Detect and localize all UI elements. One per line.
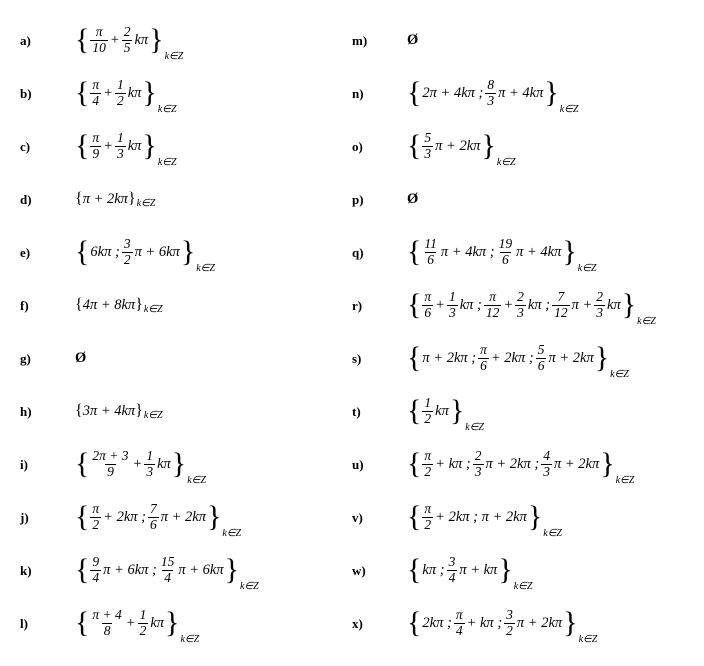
answer-row: a){π10+25kπ}k∈Z (20, 15, 352, 66)
empty-set: Ø (407, 191, 418, 208)
item-expression: {2kπ ;π4+ kπ ;32π + 2kπ}k∈Z (407, 608, 684, 639)
answer-row: v){π2+ 2kπ ; π + 2kπ}k∈Z (352, 492, 684, 543)
answer-grid: a){π10+25kπ}k∈Zb){π4+12kπ}k∈Zc){π9+13kπ}… (20, 15, 684, 651)
item-label: x) (352, 616, 407, 632)
item-expression: {π + 2kπ}k∈Z (75, 190, 352, 210)
right-column: m)Øn){2π + 4kπ ;83π + 4kπ}k∈Zo){53π + 2k… (352, 15, 684, 651)
item-label: r) (352, 298, 407, 314)
item-label: f) (20, 298, 75, 314)
item-label: b) (20, 86, 75, 102)
item-expression: {π2+ kπ ;23π + 2kπ ;43π + 2kπ}k∈Z (407, 449, 684, 480)
item-label: e) (20, 245, 75, 261)
empty-set: Ø (75, 350, 86, 367)
answer-row: l){π + 48+12kπ}k∈Z (20, 598, 352, 649)
item-expression: {116π + 4kπ ;196π + 4kπ}k∈Z (407, 237, 684, 268)
answer-row: f){4π + 8kπ}k∈Z (20, 280, 352, 331)
item-label: l) (20, 616, 75, 632)
item-expression: {π9+13kπ}k∈Z (75, 131, 352, 162)
item-expression: Ø (75, 350, 352, 367)
answer-row: t){12kπ}k∈Z (352, 386, 684, 437)
item-label: k) (20, 563, 75, 579)
item-label: h) (20, 404, 75, 420)
item-expression: {π6+13kπ ;π12+23kπ ;712π +23kπ}k∈Z (407, 290, 684, 321)
item-label: j) (20, 510, 75, 526)
answer-row: h){3π + 4kπ}k∈Z (20, 386, 352, 437)
answer-row: p)Ø (352, 174, 684, 225)
answer-row: s){π + 2kπ ;π6+ 2kπ ;56π + 2kπ}k∈Z (352, 333, 684, 384)
item-expression: {94π + 6kπ ;154π + 6kπ}k∈Z (75, 555, 352, 586)
item-label: i) (20, 457, 75, 473)
item-expression: {kπ ;34π + kπ}k∈Z (407, 555, 684, 586)
item-expression: {2π + 39+13kπ}k∈Z (75, 449, 352, 480)
answer-row: c){π9+13kπ}k∈Z (20, 121, 352, 172)
answer-row: k){94π + 6kπ ;154π + 6kπ}k∈Z (20, 545, 352, 596)
item-expression: {π4+12kπ}k∈Z (75, 78, 352, 109)
item-expression: {π + 48+12kπ}k∈Z (75, 608, 352, 639)
item-label: w) (352, 563, 407, 579)
item-expression: {π2+ 2kπ ;76π + 2kπ}k∈Z (75, 502, 352, 533)
item-label: n) (352, 86, 407, 102)
answer-row: d){π + 2kπ}k∈Z (20, 174, 352, 225)
item-label: m) (352, 33, 407, 49)
item-label: t) (352, 404, 407, 420)
answer-row: g)Ø (20, 333, 352, 384)
answer-row: u){π2+ kπ ;23π + 2kπ ;43π + 2kπ}k∈Z (352, 439, 684, 490)
item-label: o) (352, 139, 407, 155)
answer-row: j){π2+ 2kπ ;76π + 2kπ}k∈Z (20, 492, 352, 543)
item-label: a) (20, 33, 75, 49)
item-label: v) (352, 510, 407, 526)
item-expression: {π + 2kπ ;π6+ 2kπ ;56π + 2kπ}k∈Z (407, 343, 684, 374)
item-label: s) (352, 351, 407, 367)
answer-row: n){2π + 4kπ ;83π + 4kπ}k∈Z (352, 68, 684, 119)
item-label: u) (352, 457, 407, 473)
item-expression: {3π + 4kπ}k∈Z (75, 402, 352, 422)
answer-row: b){π4+12kπ}k∈Z (20, 68, 352, 119)
item-label: g) (20, 351, 75, 367)
item-expression: {53π + 2kπ}k∈Z (407, 131, 684, 162)
empty-set: Ø (407, 32, 418, 49)
item-expression: {π10+25kπ}k∈Z (75, 25, 352, 56)
item-label: p) (352, 192, 407, 208)
item-expression: Ø (407, 191, 684, 208)
item-expression: {12kπ}k∈Z (407, 396, 684, 427)
item-label: d) (20, 192, 75, 208)
item-label: q) (352, 245, 407, 261)
answer-row: x){2kπ ;π4+ kπ ;32π + 2kπ}k∈Z (352, 598, 684, 649)
left-column: a){π10+25kπ}k∈Zb){π4+12kπ}k∈Zc){π9+13kπ}… (20, 15, 352, 651)
answer-row: e){6kπ ;32π + 6kπ}k∈Z (20, 227, 352, 278)
item-label: c) (20, 139, 75, 155)
item-expression: {2π + 4kπ ;83π + 4kπ}k∈Z (407, 78, 684, 109)
item-expression: {π2+ 2kπ ; π + 2kπ}k∈Z (407, 502, 684, 533)
item-expression: {4π + 8kπ}k∈Z (75, 296, 352, 316)
answer-row: i){2π + 39+13kπ}k∈Z (20, 439, 352, 490)
answer-row: r){π6+13kπ ;π12+23kπ ;712π +23kπ}k∈Z (352, 280, 684, 331)
answer-row: q){116π + 4kπ ;196π + 4kπ}k∈Z (352, 227, 684, 278)
item-expression: Ø (407, 32, 684, 49)
item-expression: {6kπ ;32π + 6kπ}k∈Z (75, 237, 352, 268)
answer-row: w){kπ ;34π + kπ}k∈Z (352, 545, 684, 596)
answer-row: o){53π + 2kπ}k∈Z (352, 121, 684, 172)
answer-row: m)Ø (352, 15, 684, 66)
